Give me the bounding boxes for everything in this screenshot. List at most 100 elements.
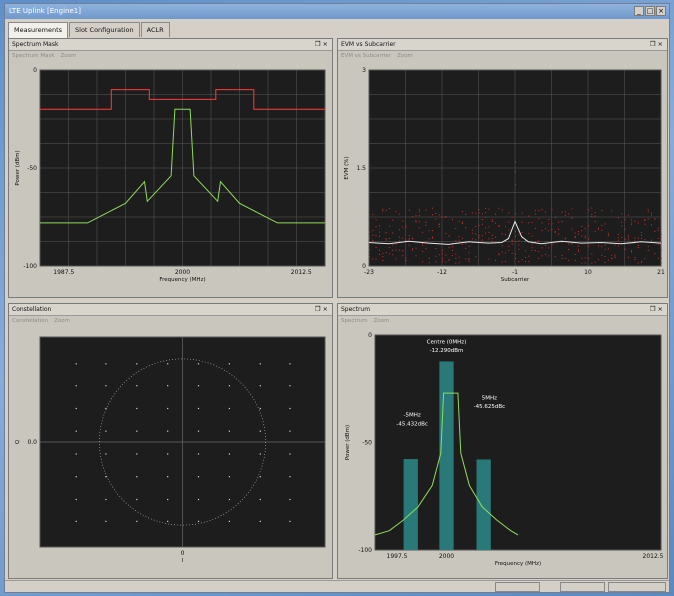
y-tick-label: 0 <box>362 263 366 270</box>
evm-point <box>392 254 394 256</box>
evm-point <box>491 219 493 221</box>
evm-point <box>485 211 487 213</box>
evm-point <box>425 247 427 249</box>
x-tick-label: -1 <box>512 269 518 276</box>
evm-point <box>432 214 433 216</box>
evm-point <box>369 238 370 240</box>
evm-point <box>538 251 540 252</box>
plot-area <box>374 334 662 551</box>
panel-title: Constellation <box>12 306 52 313</box>
evm-point <box>475 226 477 227</box>
evm-point <box>637 262 639 264</box>
evm-point <box>508 212 510 214</box>
evm-point <box>631 222 633 224</box>
evm-point <box>481 223 483 225</box>
evm-point <box>435 248 437 249</box>
evm-point <box>588 209 589 211</box>
evm-point <box>408 235 410 237</box>
evm-point <box>657 230 659 231</box>
evm-point <box>624 219 626 221</box>
evm-point <box>485 232 487 234</box>
x-tick-label: 2012.5 <box>291 269 312 276</box>
tab-measurements[interactable]: Measurements <box>8 22 69 38</box>
panel-controls[interactable]: ❐ × <box>314 40 328 48</box>
evm-point <box>422 242 424 244</box>
x-tick-label: 0 <box>181 550 185 557</box>
evm-point <box>392 249 394 251</box>
evm-point <box>541 209 543 211</box>
toolbar-constellation[interactable]: Constellation <box>12 318 49 324</box>
status-state <box>560 582 605 592</box>
evm-point <box>445 232 447 234</box>
evm-point <box>395 243 397 245</box>
evm-point <box>624 248 626 250</box>
constellation-point <box>289 453 291 455</box>
close-button[interactable]: × <box>656 6 666 16</box>
evm-point <box>388 247 390 249</box>
evm-point <box>574 254 576 255</box>
y-axis-label: Power (dBm) <box>15 150 21 185</box>
evm-point <box>488 238 490 240</box>
evm-point <box>651 224 652 226</box>
evm-point <box>468 258 470 260</box>
maximize-button[interactable]: □ <box>645 6 655 16</box>
window-title: LTE Uplink [Engine1] <box>9 7 81 15</box>
evm-point <box>505 252 506 254</box>
evm-point <box>481 239 483 241</box>
evm-point <box>491 221 493 222</box>
constellation-point <box>259 407 261 410</box>
evm-point <box>511 240 513 242</box>
evm-point <box>445 261 447 263</box>
evm-point <box>631 224 633 226</box>
toolbar-spectrum[interactable]: Spectrum <box>341 318 368 324</box>
evm-point <box>395 258 397 260</box>
toolbar-zoom[interactable]: Zoom <box>373 318 390 324</box>
constellation-point <box>75 498 77 501</box>
evm-point <box>385 238 387 240</box>
tab-aclr[interactable]: ACLR <box>140 22 170 37</box>
evm-point <box>584 235 586 237</box>
evm-point <box>554 231 556 233</box>
evm-point <box>654 253 656 255</box>
evm-point <box>541 247 543 249</box>
evm-point <box>412 237 414 239</box>
evm-point <box>438 214 440 216</box>
evm-point <box>534 213 536 215</box>
constellation-point <box>228 498 230 501</box>
constellation-point <box>228 430 230 432</box>
evm-point <box>372 239 374 241</box>
evm-point <box>614 244 616 246</box>
evm-point <box>382 252 384 254</box>
evm-point <box>607 233 609 235</box>
evm-point <box>379 231 380 233</box>
evm-point <box>558 228 560 230</box>
evm-point <box>568 243 570 245</box>
toolbar-zoom[interactable]: Zoom <box>397 53 413 59</box>
constellation-point <box>197 407 200 410</box>
toolbar-zoom[interactable]: Zoom <box>54 318 70 324</box>
panel-controls[interactable]: ❐ × <box>649 40 663 48</box>
mask-limit-line <box>40 89 325 110</box>
toolbar-zoom[interactable]: Zoom <box>60 53 77 59</box>
panel-controls[interactable]: ❐ × <box>649 305 663 313</box>
toolbar-evm[interactable]: EVM vs Subcarrier <box>341 53 392 59</box>
evm-point <box>521 232 523 233</box>
evm-point <box>418 221 420 223</box>
evm-point <box>534 241 536 243</box>
evm-point <box>598 227 599 229</box>
minimize-button[interactable]: _ <box>634 6 644 16</box>
panel-controls[interactable]: ❐ × <box>314 305 328 313</box>
evm-point <box>468 258 470 260</box>
evm-point <box>588 238 589 240</box>
evm-point <box>515 231 516 233</box>
evm-point <box>369 231 370 233</box>
evm-point <box>388 253 390 255</box>
evm-point <box>627 214 629 216</box>
tab-slot-configuration[interactable]: Slot Configuration <box>69 22 140 37</box>
evm-point <box>501 233 503 235</box>
evm-point <box>647 250 649 251</box>
toolbar-spectrum-mask[interactable]: Spectrum Mask <box>12 53 55 59</box>
evm-point <box>488 258 490 260</box>
evm-point <box>627 239 629 241</box>
constellation-point <box>136 385 138 387</box>
